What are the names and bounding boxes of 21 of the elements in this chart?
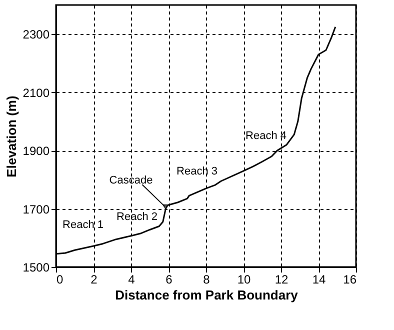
annotation: Reach 1 xyxy=(62,219,104,232)
annotation: Reach 3 xyxy=(176,165,218,178)
y-tick-label: 2100 xyxy=(22,86,50,100)
y-axis-title: Elevation (m) xyxy=(4,96,19,178)
annotation: Cascade xyxy=(109,174,153,187)
y-tick-label: 2300 xyxy=(22,28,50,42)
y-tick-label: 1900 xyxy=(22,144,50,158)
annotation: Reach 2 xyxy=(116,211,158,224)
y-tick-label: 1500 xyxy=(22,260,50,274)
x-axis-title: Distance from Park Boundary xyxy=(115,288,299,302)
annotation: Reach 4 xyxy=(246,130,286,142)
x-tick-label: 4 xyxy=(128,272,136,286)
x-tick-label: 8 xyxy=(203,272,210,286)
x-tick-label: 10 xyxy=(237,272,251,286)
y-tick-label: 1700 xyxy=(22,202,50,216)
x-tick-label: 14 xyxy=(312,272,326,286)
x-tick-label: 16 xyxy=(343,272,357,286)
x-tick-label: 12 xyxy=(274,272,288,286)
x-tick-label: 0 xyxy=(56,272,64,286)
x-tick-label: 6 xyxy=(166,272,173,286)
x-tick-label: 2 xyxy=(90,272,98,286)
